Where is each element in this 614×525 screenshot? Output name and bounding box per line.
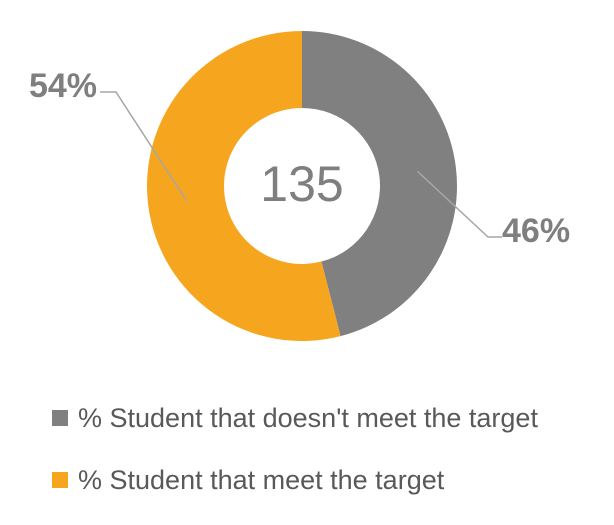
data-label-meet: 54% [29,67,97,105]
legend-label-not-meet: % Student that doesn't meet the target [78,402,538,433]
legend-item-not-meet: % Student that doesn't meet the target [52,398,538,438]
slice-not-meet [302,31,457,337]
data-label-not-meet: 46% [502,212,570,250]
leaders-layer [100,91,502,238]
legend: % Student that doesn't meet the target %… [52,398,538,522]
legend-swatch-meet [52,472,68,488]
leader-line-not-meet [417,170,502,238]
slice-meet [146,31,341,342]
center-label: 135 [260,156,343,212]
leader-line-meet [100,91,188,202]
legend-swatch-not-meet [52,410,68,426]
legend-item-meet: % Student that meet the target [52,460,538,500]
slices-layer [146,31,457,342]
legend-label-meet: % Student that meet the target [78,464,445,495]
